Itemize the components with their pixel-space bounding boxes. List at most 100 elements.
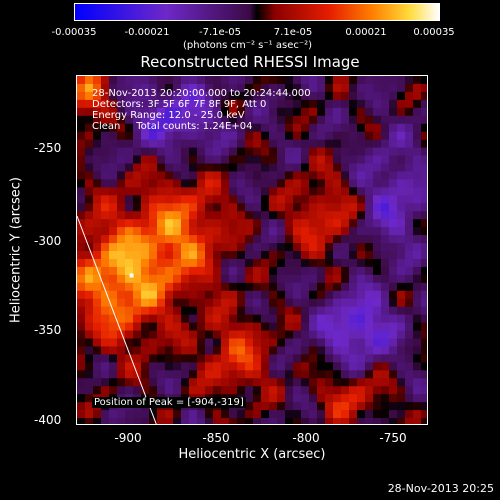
heatmap-cell xyxy=(341,266,350,276)
heatmap-cell xyxy=(149,227,158,236)
heatmap-cell xyxy=(397,179,406,188)
heatmap-cell xyxy=(285,195,294,204)
heatmap-cell xyxy=(77,330,86,340)
heatmap-cell xyxy=(85,378,94,387)
heatmap-cell xyxy=(325,354,334,363)
heatmap-cell xyxy=(325,219,334,228)
heatmap-cell xyxy=(205,274,214,284)
heatmap-cell xyxy=(413,179,422,188)
heatmap-cell xyxy=(381,211,390,220)
heatmap-cell xyxy=(277,290,286,300)
heatmap-cell xyxy=(237,314,246,324)
heatmap-cell xyxy=(125,179,134,188)
heatmap-cell xyxy=(317,290,326,300)
heatmap-cell xyxy=(285,330,294,340)
heatmap-cell xyxy=(229,266,238,276)
heatmap-cell xyxy=(173,83,182,93)
heatmap-cell xyxy=(229,282,238,292)
heatmap-cell xyxy=(221,330,230,340)
heatmap-cell xyxy=(309,83,318,93)
heatmap-cell xyxy=(189,76,198,85)
heatmap-cell xyxy=(117,243,126,252)
heatmap-cell xyxy=(357,402,366,411)
heatmap-cell xyxy=(373,314,382,324)
heatmap-cell xyxy=(85,386,94,395)
heatmap-cell xyxy=(117,274,126,284)
heatmap-cell xyxy=(173,219,182,228)
heatmap-cell xyxy=(77,123,86,133)
heatmap-cell xyxy=(277,187,286,196)
heatmap-cell xyxy=(157,91,166,101)
heatmap-cell xyxy=(125,187,134,196)
heatmap-cell xyxy=(221,155,230,165)
heatmap-cell xyxy=(261,123,270,133)
heatmap-cell xyxy=(405,274,414,284)
heatmap-cell xyxy=(117,314,126,324)
heatmap-cell xyxy=(285,322,294,332)
heatmap-cell xyxy=(301,378,310,387)
heatmap-cell xyxy=(141,219,150,228)
heatmap-cell xyxy=(381,394,390,403)
heatmap-cell xyxy=(285,163,294,173)
heatmap-cell xyxy=(317,394,326,403)
heatmap-cell xyxy=(245,370,254,379)
heatmap-cell xyxy=(197,298,206,308)
heatmap-cell xyxy=(77,187,86,196)
heatmap-cell xyxy=(229,171,238,180)
heatmap-cell xyxy=(77,338,86,348)
heatmap-cell xyxy=(173,243,182,252)
heatmap-cell xyxy=(357,362,366,371)
heatmap-cell xyxy=(421,211,427,220)
heatmap-cell xyxy=(157,243,166,252)
heatmap-cell xyxy=(189,227,198,236)
heatmap-cell xyxy=(381,418,390,424)
heatmap-cell xyxy=(125,386,134,395)
heatmap-cell xyxy=(285,187,294,196)
heatmap-cell xyxy=(365,131,374,141)
heatmap-cell xyxy=(133,314,142,324)
heatmap-cell xyxy=(373,394,382,403)
heatmap-cell xyxy=(341,107,350,117)
heatmap-cell xyxy=(93,107,102,117)
heatmap-cell xyxy=(317,330,326,340)
heatmap-cell xyxy=(181,99,190,109)
heatmap-cell xyxy=(93,410,102,419)
heatmap-cell xyxy=(205,370,214,379)
heatmap-cell xyxy=(277,243,286,252)
heatmap-cell xyxy=(405,123,414,133)
heatmap-cell xyxy=(341,91,350,101)
heatmap-cell xyxy=(309,163,318,173)
heatmap-cell xyxy=(365,107,374,117)
heatmap-cell xyxy=(269,227,278,236)
heatmap-cell xyxy=(269,322,278,332)
heatmap-cell xyxy=(213,258,222,268)
heatmap-cell xyxy=(389,386,398,395)
heatmap-cell xyxy=(165,171,174,180)
heatmap-cell xyxy=(205,235,214,244)
heatmap-cell xyxy=(269,354,278,363)
heatmap-cell xyxy=(93,306,102,316)
heatmap-cell xyxy=(373,386,382,395)
heatmap-cell xyxy=(221,139,230,149)
heatmap-cell xyxy=(165,195,174,204)
heatmap-cell xyxy=(149,274,158,284)
heatmap-cell xyxy=(413,123,422,133)
heatmap-cell xyxy=(237,147,246,157)
plot-title: Reconstructed RHESSI Image xyxy=(140,53,360,71)
heatmap-cell xyxy=(397,346,406,355)
heatmap-cell xyxy=(213,107,222,117)
heatmap-cell xyxy=(141,410,150,419)
heatmap-cell xyxy=(405,370,414,379)
heatmap-cell xyxy=(333,76,342,85)
heatmap-cell xyxy=(325,410,334,419)
heatmap-cell xyxy=(333,219,342,228)
heatmap-cell xyxy=(189,163,198,173)
heatmap-cell xyxy=(317,402,326,411)
heatmap-cell xyxy=(389,99,398,109)
heatmap-cell xyxy=(365,76,374,85)
heatmap-cell xyxy=(277,386,286,395)
heatmap-cell xyxy=(405,115,414,125)
heatmap-cell xyxy=(213,179,222,188)
heatmap-cell xyxy=(341,378,350,387)
heatmap-cell xyxy=(389,370,398,379)
